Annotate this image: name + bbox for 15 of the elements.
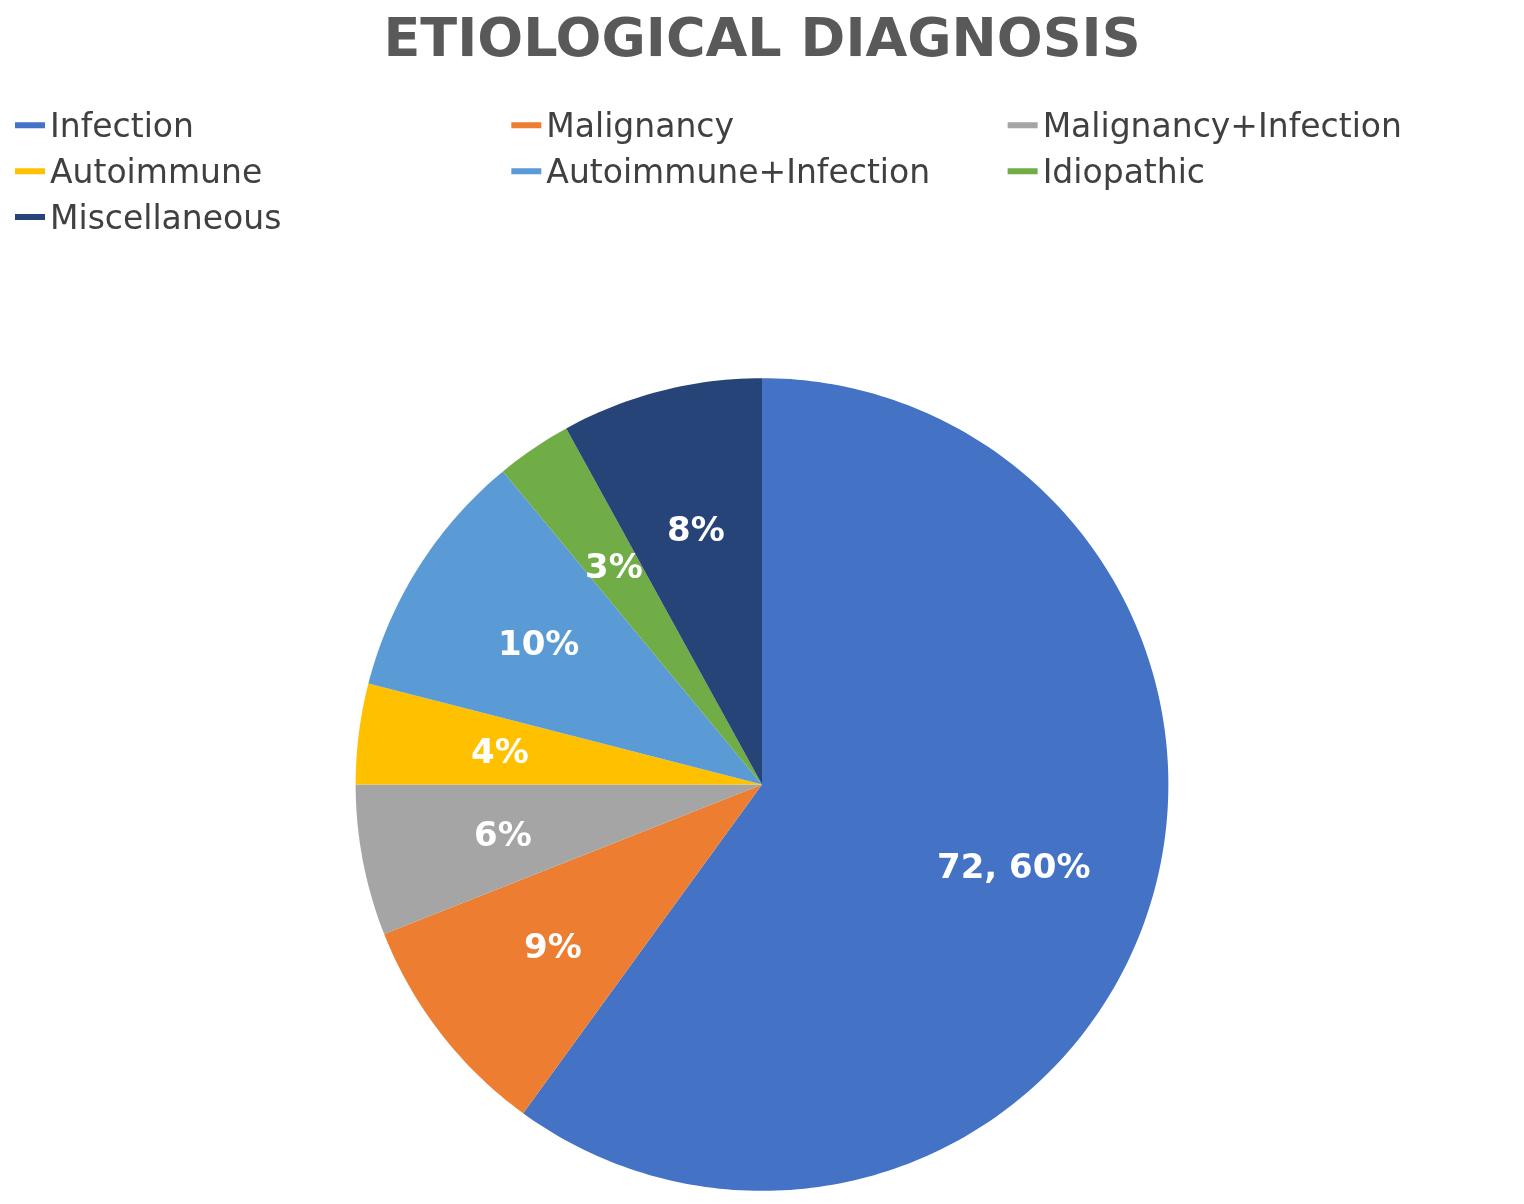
- legend-label: Infection: [50, 106, 194, 146]
- legend-label: Autoimmune: [50, 152, 263, 192]
- legend-label: Malignancy: [546, 106, 735, 146]
- legend-label: Idiopathic: [1042, 152, 1206, 192]
- data-label: 4%: [471, 731, 529, 771]
- legend-label: Miscellaneous: [50, 197, 282, 237]
- data-label: 6%: [474, 814, 532, 854]
- data-label: 72, 60%: [937, 846, 1091, 886]
- data-label: 9%: [524, 926, 582, 966]
- legend-label: Malignancy+Infection: [1042, 106, 1402, 146]
- data-label: 8%: [667, 509, 725, 549]
- data-label: 3%: [585, 546, 643, 586]
- legend-label: Autoimmune+Infection: [546, 152, 931, 192]
- chart-title: ETIOLOGICAL DIAGNOSIS: [383, 5, 1141, 69]
- data-label: 10%: [498, 623, 580, 663]
